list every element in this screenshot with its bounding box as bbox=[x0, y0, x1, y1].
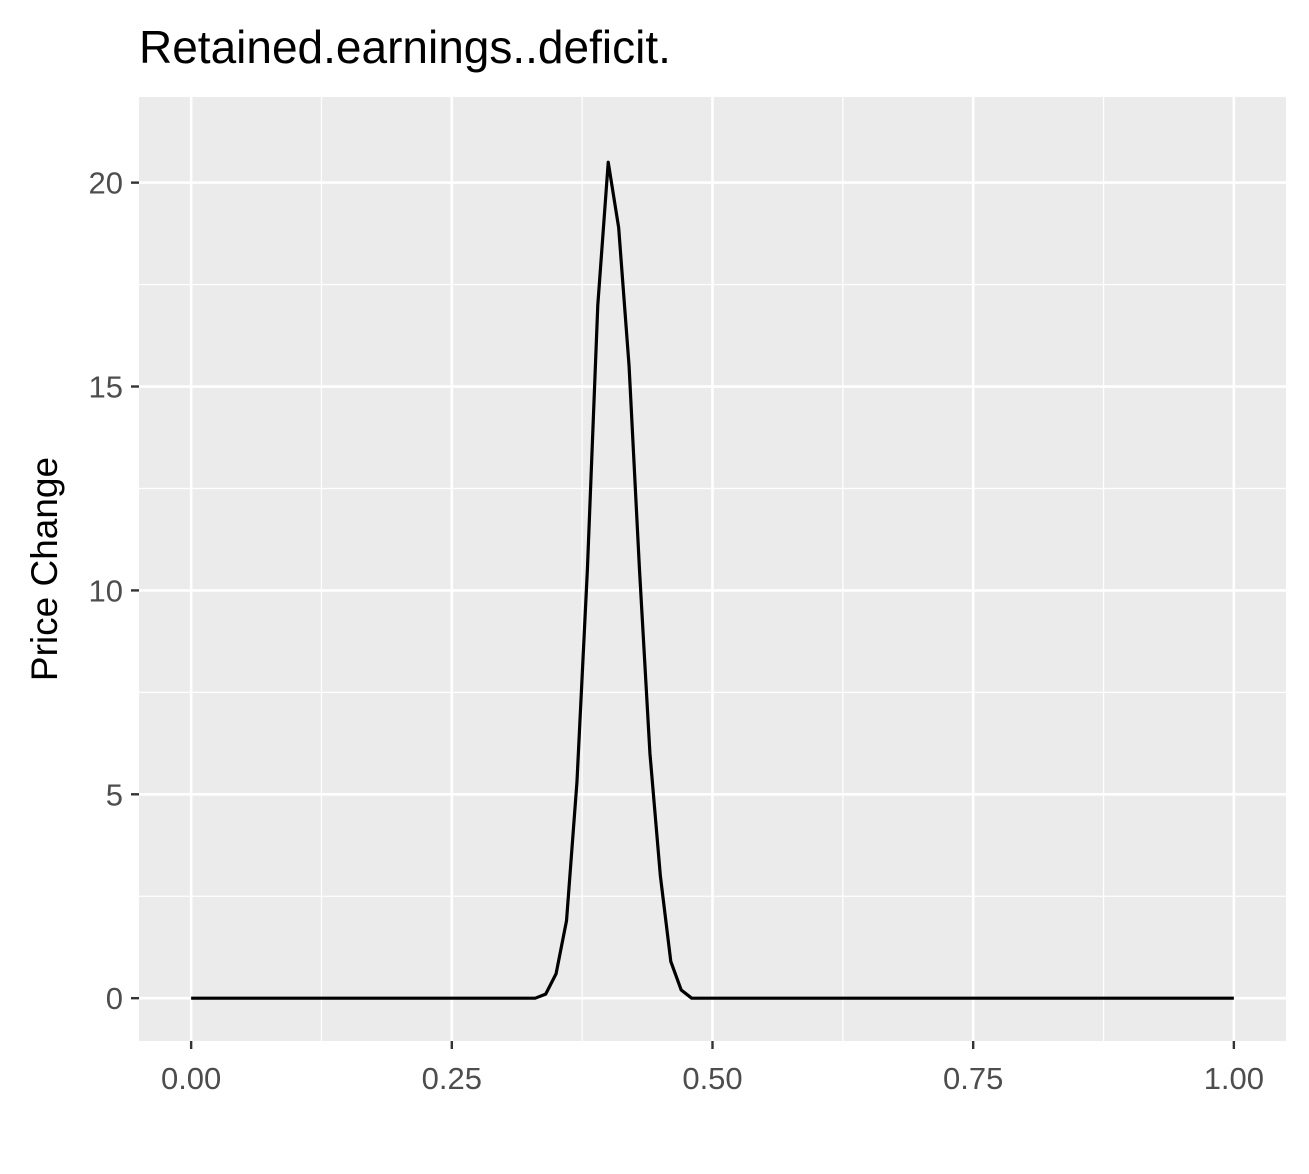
y-tick-label: 0 bbox=[106, 981, 123, 1016]
y-tick-label: 15 bbox=[89, 370, 123, 405]
y-tick-label: 10 bbox=[89, 573, 123, 608]
x-tick-label: 0.50 bbox=[682, 1061, 742, 1096]
x-tick-label: 0.00 bbox=[161, 1061, 221, 1096]
x-tick-label: 0.75 bbox=[943, 1061, 1003, 1096]
y-axis: 0 5 10 15 20 bbox=[89, 166, 139, 1016]
y-tick-label: 20 bbox=[89, 166, 123, 201]
chart-title: Retained.earnings..deficit. bbox=[139, 21, 671, 73]
y-tick-label: 5 bbox=[106, 777, 123, 812]
y-axis-title: Price Change bbox=[24, 457, 65, 681]
series-layer bbox=[191, 160, 1234, 1000]
x-tick-label: 0.25 bbox=[422, 1061, 482, 1096]
series-line bbox=[191, 160, 1234, 1000]
x-tick-label: 1.00 bbox=[1204, 1061, 1264, 1096]
x-axis: 0.00 0.25 0.50 0.75 1.00 bbox=[161, 1041, 1264, 1096]
